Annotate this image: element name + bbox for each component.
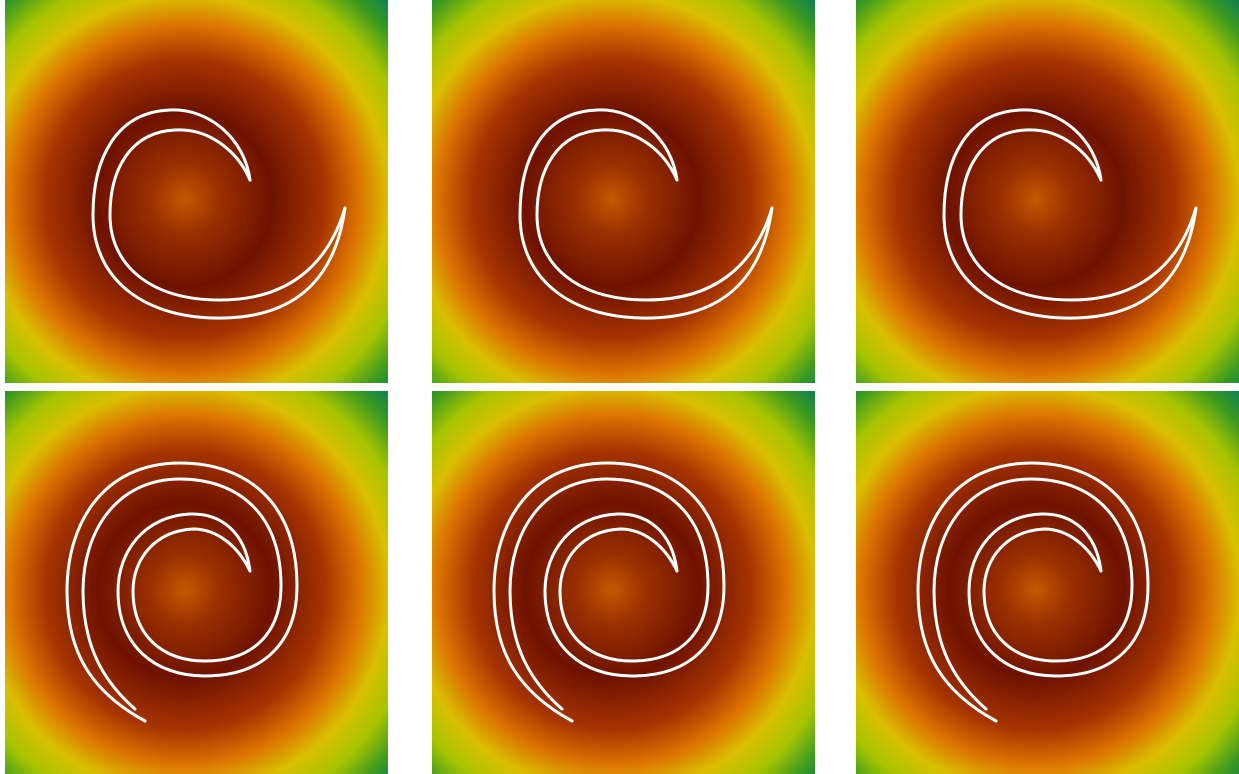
heatmap: [432, 391, 815, 774]
panel: [856, 0, 1239, 383]
heatmap: [856, 0, 1239, 383]
panel: [432, 391, 815, 774]
heatmap: [5, 0, 388, 383]
heatmap: [5, 391, 388, 774]
heatmap: [856, 391, 1239, 774]
panel: [5, 0, 388, 383]
panel: [5, 391, 388, 774]
heatmap: [432, 0, 815, 383]
panel: [856, 391, 1239, 774]
panel: [432, 0, 815, 383]
